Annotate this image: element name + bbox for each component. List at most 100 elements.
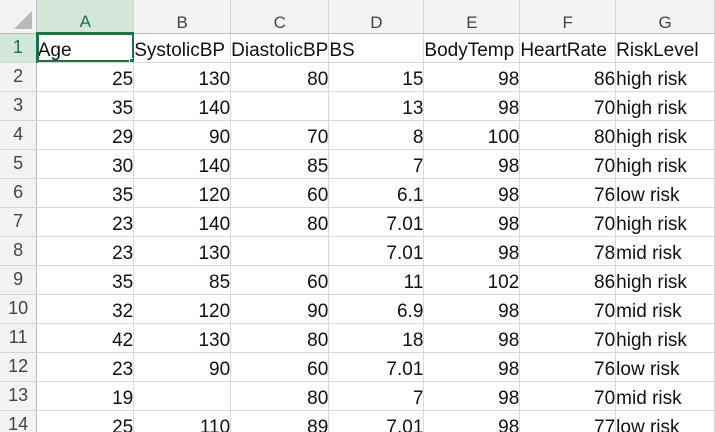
row-header-4[interactable]: 4 bbox=[0, 120, 38, 150]
cell-f14[interactable]: 77 bbox=[519, 410, 617, 432]
cell-c11[interactable]: 80 bbox=[230, 323, 330, 353]
cell-c7[interactable]: 80 bbox=[230, 207, 330, 237]
cell-g4[interactable]: high risk bbox=[615, 120, 715, 150]
cell-f12[interactable]: 76 bbox=[519, 352, 617, 382]
cell-f6[interactable]: 76 bbox=[519, 178, 617, 208]
cell-a12[interactable]: 23 bbox=[36, 352, 135, 382]
cell-e12[interactable]: 98 bbox=[423, 352, 521, 382]
cell-f3[interactable]: 70 bbox=[519, 91, 617, 121]
column-header-f[interactable]: F bbox=[519, 0, 617, 34]
cell-g12[interactable]: low risk bbox=[615, 352, 715, 382]
cell-g5[interactable]: high risk bbox=[615, 149, 715, 179]
cell-d14[interactable]: 7.01 bbox=[328, 410, 425, 432]
cell-f4[interactable]: 80 bbox=[519, 120, 617, 150]
row-header-6[interactable]: 6 bbox=[0, 178, 38, 208]
cell-c10[interactable]: 90 bbox=[230, 294, 330, 324]
cell-b3[interactable]: 140 bbox=[133, 91, 232, 121]
row-header-11[interactable]: 11 bbox=[0, 323, 38, 353]
cell-a5[interactable]: 30 bbox=[36, 149, 135, 179]
row-header-13[interactable]: 13 bbox=[0, 381, 38, 411]
cell-c13[interactable]: 80 bbox=[230, 381, 330, 411]
cell-f5[interactable]: 70 bbox=[519, 149, 617, 179]
cell-a3[interactable]: 35 bbox=[36, 91, 135, 121]
row-header-1[interactable]: 1 bbox=[0, 33, 38, 63]
cell-e7[interactable]: 98 bbox=[423, 207, 521, 237]
cell-e8[interactable]: 98 bbox=[423, 236, 521, 266]
cell-a2[interactable]: 25 bbox=[36, 62, 135, 92]
cell-c12[interactable]: 60 bbox=[230, 352, 330, 382]
cell-a10[interactable]: 32 bbox=[36, 294, 135, 324]
cell-b9[interactable]: 85 bbox=[133, 265, 232, 295]
row-header-9[interactable]: 9 bbox=[0, 265, 38, 295]
cell-f11[interactable]: 70 bbox=[519, 323, 617, 353]
cell-f13[interactable]: 70 bbox=[519, 381, 617, 411]
cell-b5[interactable]: 140 bbox=[133, 149, 232, 179]
cell-f9[interactable]: 86 bbox=[519, 265, 617, 295]
cell-a4[interactable]: 29 bbox=[36, 120, 135, 150]
cell-f10[interactable]: 70 bbox=[519, 294, 617, 324]
cell-e6[interactable]: 98 bbox=[423, 178, 521, 208]
cell-g11[interactable]: high risk bbox=[615, 323, 715, 353]
row-header-12[interactable]: 12 bbox=[0, 352, 38, 382]
cell-d3[interactable]: 13 bbox=[328, 91, 425, 121]
cell-d1[interactable]: BS bbox=[328, 33, 425, 63]
cell-g8[interactable]: mid risk bbox=[615, 236, 715, 266]
cell-c1[interactable]: DiastolicBP bbox=[230, 33, 330, 63]
cell-f8[interactable]: 78 bbox=[519, 236, 617, 266]
cell-g13[interactable]: mid risk bbox=[615, 381, 715, 411]
cell-b4[interactable]: 90 bbox=[133, 120, 232, 150]
cell-g2[interactable]: high risk bbox=[615, 62, 715, 92]
cell-d6[interactable]: 6.1 bbox=[328, 178, 425, 208]
cell-d8[interactable]: 7.01 bbox=[328, 236, 425, 266]
cell-a6[interactable]: 35 bbox=[36, 178, 135, 208]
cell-c8[interactable] bbox=[230, 236, 330, 266]
row-header-3[interactable]: 3 bbox=[0, 91, 38, 121]
cell-g10[interactable]: mid risk bbox=[615, 294, 715, 324]
cell-c14[interactable]: 89 bbox=[230, 410, 330, 432]
row-header-2[interactable]: 2 bbox=[0, 62, 38, 92]
cell-e4[interactable]: 100 bbox=[423, 120, 521, 150]
column-header-b[interactable]: B bbox=[133, 0, 232, 34]
cell-f2[interactable]: 86 bbox=[519, 62, 617, 92]
cell-b13[interactable] bbox=[133, 381, 232, 411]
select-all-corner[interactable] bbox=[0, 0, 38, 34]
cell-d13[interactable]: 7 bbox=[328, 381, 425, 411]
cell-e10[interactable]: 98 bbox=[423, 294, 521, 324]
cell-g6[interactable]: low risk bbox=[615, 178, 715, 208]
cell-g9[interactable]: high risk bbox=[615, 265, 715, 295]
cell-e11[interactable]: 98 bbox=[423, 323, 521, 353]
cell-a13[interactable]: 19 bbox=[36, 381, 135, 411]
cell-d10[interactable]: 6.9 bbox=[328, 294, 425, 324]
cell-b2[interactable]: 130 bbox=[133, 62, 232, 92]
cell-d12[interactable]: 7.01 bbox=[328, 352, 425, 382]
cell-e9[interactable]: 102 bbox=[423, 265, 521, 295]
cell-d2[interactable]: 15 bbox=[328, 62, 425, 92]
cell-c5[interactable]: 85 bbox=[230, 149, 330, 179]
cell-e1[interactable]: BodyTemp bbox=[423, 33, 521, 63]
cell-c2[interactable]: 80 bbox=[230, 62, 330, 92]
cell-c9[interactable]: 60 bbox=[230, 265, 330, 295]
row-header-8[interactable]: 8 bbox=[0, 236, 38, 266]
cell-b8[interactable]: 130 bbox=[133, 236, 232, 266]
cell-e2[interactable]: 98 bbox=[423, 62, 521, 92]
cell-a8[interactable]: 23 bbox=[36, 236, 135, 266]
cell-b7[interactable]: 140 bbox=[133, 207, 232, 237]
cell-d5[interactable]: 7 bbox=[328, 149, 425, 179]
cell-a14[interactable]: 25 bbox=[36, 410, 135, 432]
cell-c6[interactable]: 60 bbox=[230, 178, 330, 208]
cell-d9[interactable]: 11 bbox=[328, 265, 425, 295]
cell-g14[interactable]: low risk bbox=[615, 410, 715, 432]
cell-b12[interactable]: 90 bbox=[133, 352, 232, 382]
cell-b1[interactable]: SystolicBP bbox=[133, 33, 232, 63]
cell-d11[interactable]: 18 bbox=[328, 323, 425, 353]
row-header-5[interactable]: 5 bbox=[0, 149, 38, 179]
row-header-10[interactable]: 10 bbox=[0, 294, 38, 324]
column-header-c[interactable]: C bbox=[230, 0, 330, 34]
cell-d4[interactable]: 8 bbox=[328, 120, 425, 150]
row-header-14[interactable]: 14 bbox=[0, 410, 38, 432]
cell-a9[interactable]: 35 bbox=[36, 265, 135, 295]
cell-b11[interactable]: 130 bbox=[133, 323, 232, 353]
column-header-a[interactable]: A bbox=[36, 0, 135, 34]
cell-d7[interactable]: 7.01 bbox=[328, 207, 425, 237]
cell-e14[interactable]: 98 bbox=[423, 410, 521, 432]
